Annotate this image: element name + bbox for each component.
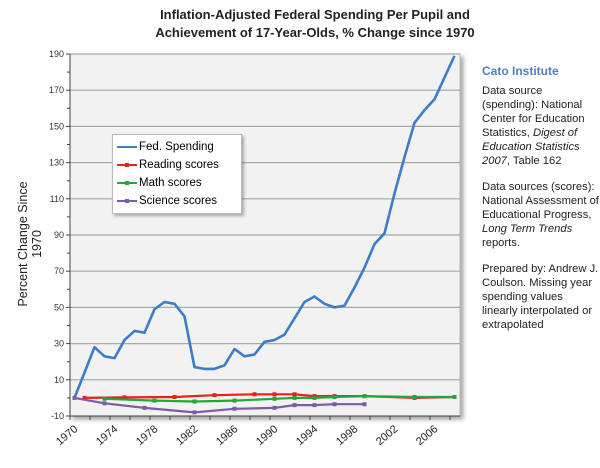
legend-label: Science scores xyxy=(139,195,217,207)
legend-marker xyxy=(125,198,129,203)
reading-scores-point xyxy=(172,394,177,399)
x-tick-label: 1994 xyxy=(294,423,320,448)
y-tick-label: 150 xyxy=(49,121,64,131)
science-scores-point xyxy=(292,403,297,408)
math-scores-point xyxy=(152,398,157,403)
reading-scores-point xyxy=(122,395,127,400)
x-tick-label: 1998 xyxy=(334,423,360,448)
y-tick-label: 10 xyxy=(54,375,64,385)
legend-swatch xyxy=(117,198,137,203)
math-scores-point xyxy=(232,398,237,403)
science-scores-point xyxy=(312,403,317,408)
legend-swatch xyxy=(117,146,137,148)
legend-label: Math scores xyxy=(139,177,202,189)
x-tick-label: 1970 xyxy=(54,423,80,448)
x-tick-label: 2006 xyxy=(414,423,440,448)
y-axis-label: Percent Change Since 1970 xyxy=(16,181,44,307)
legend-marker xyxy=(125,180,129,185)
fed-spending-line xyxy=(73,55,456,399)
science-scores-point xyxy=(192,410,197,415)
x-tick-label: 1978 xyxy=(134,423,160,448)
reading-scores-point xyxy=(82,395,87,400)
legend-swatch xyxy=(117,180,137,185)
legend-item: Math scores xyxy=(117,174,237,192)
science-scores-point xyxy=(72,395,77,400)
legend-label: Reading scores xyxy=(139,159,219,171)
y-tick-label: 170 xyxy=(49,85,64,95)
chart-title-line-1: Inflation-Adjusted Federal Spending Per … xyxy=(160,7,470,22)
reading-scores-point xyxy=(212,393,217,398)
y-tick-label: 130 xyxy=(49,158,64,168)
science-scores-line xyxy=(74,396,365,414)
chart-title-line-2: Achievement of 17-Year-Olds, % Change si… xyxy=(155,25,475,40)
legend-marker xyxy=(125,162,129,167)
chart-title: Inflation-Adjusted Federal Spending Per … xyxy=(0,6,600,42)
math-scores-point xyxy=(362,394,367,399)
y-tick-label: 110 xyxy=(50,194,64,204)
legend-swatch xyxy=(117,162,137,167)
math-scores-point xyxy=(312,395,317,400)
y-tick-label: 30 xyxy=(54,339,64,349)
math-scores-point xyxy=(102,396,107,401)
science-scores-point xyxy=(362,402,367,407)
legend-label: Fed. Spending xyxy=(139,141,214,153)
reading-scores-point xyxy=(292,392,297,397)
science-scores-point xyxy=(102,401,107,406)
math-scores-point xyxy=(412,394,417,399)
spending-source-note: Data source (spending): National Center … xyxy=(482,85,585,167)
x-tick-label: 1982 xyxy=(174,423,200,448)
legend-item: Fed. Spending xyxy=(117,138,237,156)
science-scores-point xyxy=(272,405,277,410)
y-tick-label: 50 xyxy=(54,302,64,312)
science-scores-point xyxy=(332,402,337,407)
y-tick-label: -10 xyxy=(51,411,64,421)
x-tick-label: 1990 xyxy=(254,423,280,448)
x-tick-label: 2002 xyxy=(374,423,400,448)
reading-scores-point xyxy=(252,392,257,397)
y-tick-label: 190 xyxy=(49,49,64,59)
y-tick-label: 90 xyxy=(54,230,64,240)
math-scores-point xyxy=(272,396,277,401)
math-scores-point xyxy=(452,394,457,399)
legend-item: Reading scores xyxy=(117,156,237,174)
scores-source-note: Data sources (scores): National Assessme… xyxy=(482,181,599,249)
science-scores-point xyxy=(232,406,237,411)
legend: Fed. Spending Reading scores Math scores Sc… xyxy=(112,134,242,214)
y-tick-label: 70 xyxy=(54,266,64,276)
math-scores-point xyxy=(292,395,297,400)
math-scores-point xyxy=(332,394,337,399)
brand-name: Cato Institute xyxy=(482,64,559,78)
prepared-by-note: Prepared by: Andrew J. Coulson. Missing … xyxy=(482,263,599,331)
legend-item: Science scores xyxy=(117,192,237,210)
reading-scores-point xyxy=(272,392,277,397)
science-scores-point xyxy=(142,405,147,410)
x-tick-label: 1986 xyxy=(214,423,240,448)
x-tick-label: 1974 xyxy=(94,423,120,448)
source-notes: Cato Institute Data source (spending): N… xyxy=(482,64,600,344)
math-scores-point xyxy=(192,399,197,404)
